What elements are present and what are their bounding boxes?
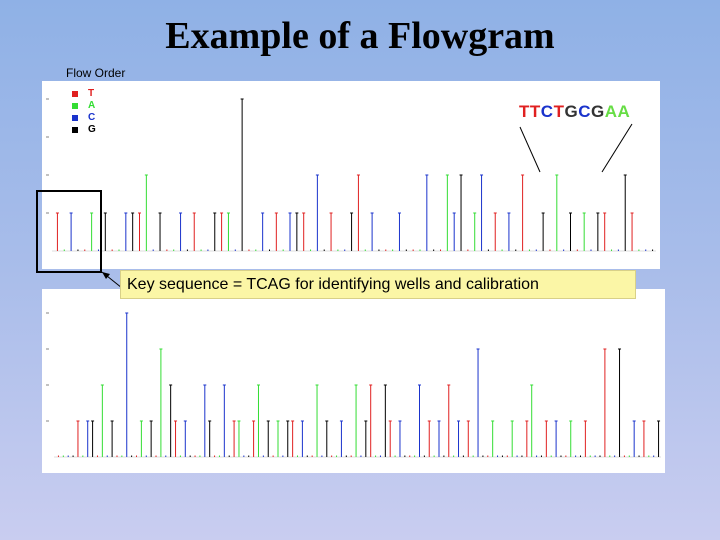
legend-item-g: G [72,124,96,136]
sequence-letter: T [519,102,530,121]
legend-label-t: T [88,88,95,99]
callout-arrow-head [102,272,110,279]
legend-label-g: G [88,124,96,135]
flowgram-top-plot [46,98,656,252]
flowgram-bottom [42,289,665,473]
flow-order-label: Flow Order [66,66,126,80]
sequence-letter: A [617,102,631,121]
sequence-letter: T [529,102,541,121]
flowgram-bottom-plot [46,312,661,458]
legend-swatch-a [72,103,78,109]
sequence-letter: G [564,102,579,121]
callout-arrow-line [101,271,123,289]
sequence-letter: T [553,102,565,121]
legend-swatch-c [72,115,78,121]
slide-title: Example of a Flowgram [165,15,555,57]
sequence-annotation: TTCTGCGAA [519,102,630,122]
key-sequence-callout: Key sequence = TCAG for identifying well… [120,270,636,299]
legend-item-c: C [72,112,96,124]
sequence-letter: G [590,102,605,121]
legend: T A C G [72,88,96,136]
legend-item-t: T [72,88,96,100]
legend-item-a: A [72,100,96,112]
legend-swatch-t [72,91,78,97]
key-sequence-box [36,190,102,273]
sequence-letter: C [578,102,591,121]
sequence-letter: A [604,102,618,121]
flowgram-top: T A C G TTCTGCGAA [42,81,660,269]
legend-label-a: A [88,100,96,111]
legend-label-c: C [88,112,96,123]
sequence-letter: C [540,102,554,121]
legend-swatch-g [72,127,78,133]
